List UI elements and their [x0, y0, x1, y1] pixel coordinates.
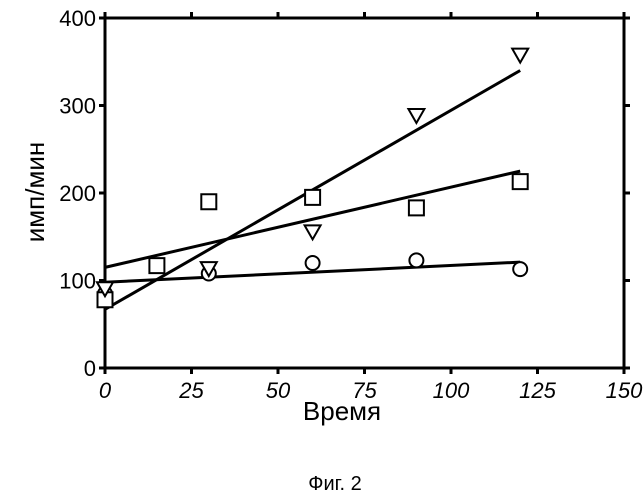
figure-caption: Фиг. 2: [308, 473, 361, 495]
plot-border: [105, 18, 624, 368]
x-tick-label: 150: [606, 378, 643, 403]
square-marker: [149, 258, 164, 273]
x-tick-label: 25: [178, 378, 204, 403]
circle-marker: [409, 253, 423, 267]
square-marker: [201, 194, 216, 209]
y-tick-label: 0: [84, 356, 96, 381]
plot-frame: [105, 18, 624, 368]
square-marker: [409, 200, 424, 215]
x-tick-label: 0: [99, 378, 112, 403]
y-axis-title: имп/мин: [20, 142, 50, 242]
square-marker: [305, 190, 320, 205]
y-tick-label: 100: [59, 269, 96, 294]
ticks: [99, 12, 630, 374]
y-tick-label: 300: [59, 94, 96, 119]
circle-marker: [306, 256, 320, 270]
x-axis-title: Время: [303, 396, 381, 426]
markers: [97, 49, 528, 308]
x-tick-label: 50: [266, 378, 291, 403]
circle-marker: [513, 262, 527, 276]
triangle-down-marker: [408, 109, 424, 123]
tick-labels: 01002003004000255075100125150: [59, 6, 643, 403]
square-marker: [513, 174, 528, 189]
fit-line-squares: [105, 171, 520, 267]
y-tick-label: 400: [59, 6, 96, 31]
chart: 01002003004000255075100125150 Время имп/…: [0, 0, 644, 500]
y-tick-label: 200: [59, 181, 96, 206]
triangle-down-marker: [512, 49, 528, 63]
triangle-down-marker: [305, 225, 321, 239]
x-tick-label: 100: [433, 378, 470, 403]
x-tick-label: 125: [519, 378, 556, 403]
